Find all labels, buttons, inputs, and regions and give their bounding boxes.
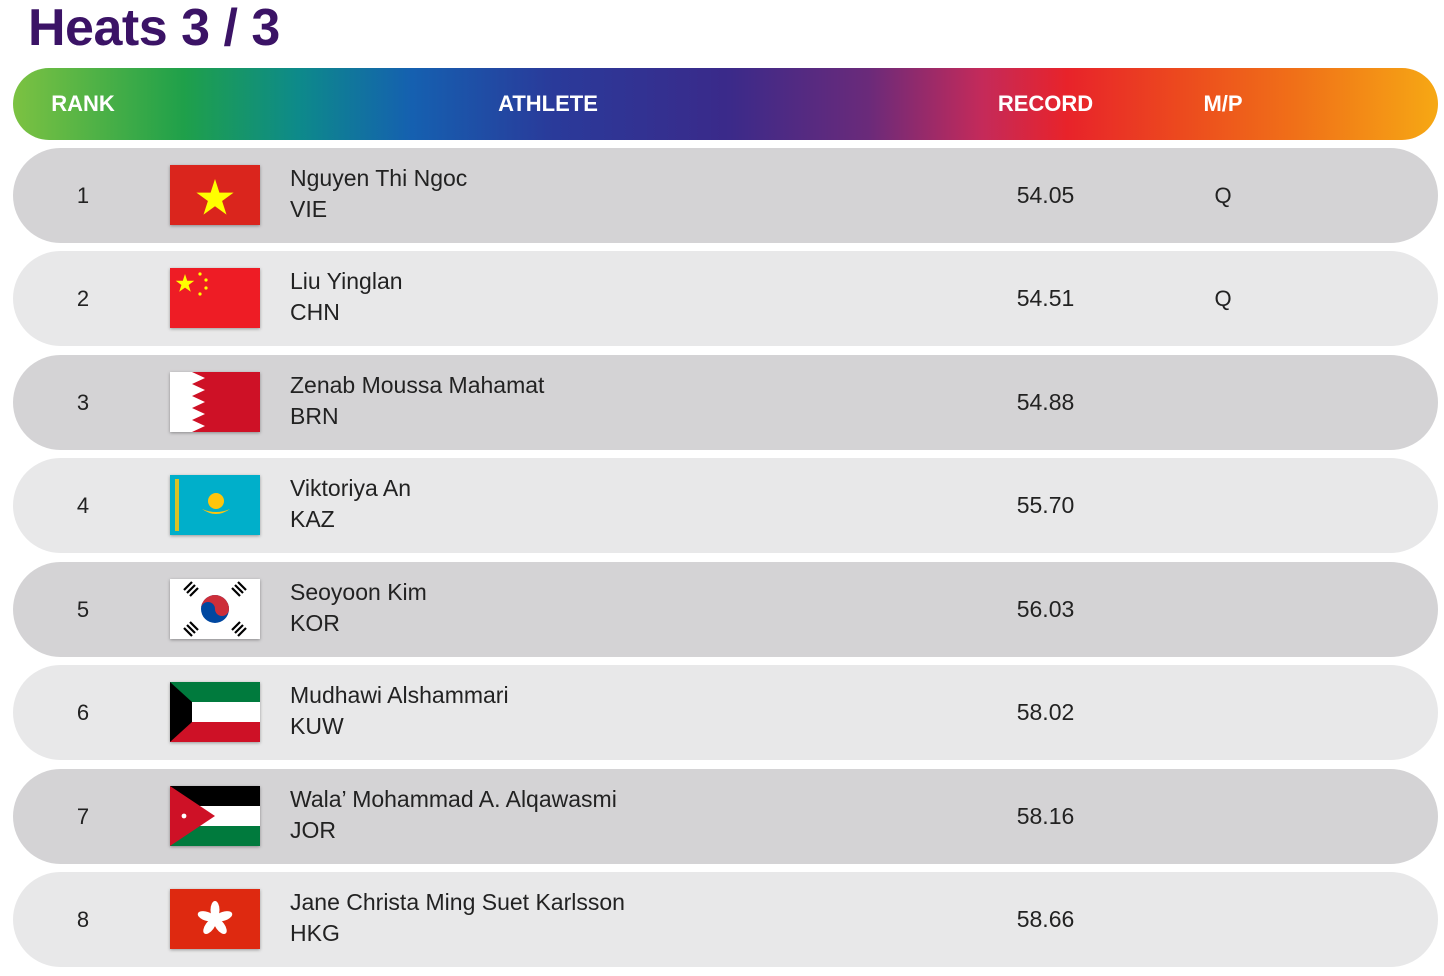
record-cell: 58.66 xyxy=(1016,906,1075,932)
table-row[interactable]: 2 Liu Yinglan CHN 54.51 Q xyxy=(13,251,1438,346)
china-flag-icon xyxy=(170,268,260,328)
athlete-name: Zenab Moussa Mahamat xyxy=(290,372,545,398)
rank-cell: 1 xyxy=(76,183,90,208)
mp-cell xyxy=(1173,355,1273,450)
country-code: VIE xyxy=(290,196,328,222)
athlete-name: Nguyen Thi Ngoc xyxy=(290,165,468,191)
athlete-name: Liu Yinglan xyxy=(290,268,403,294)
rank-cell: 7 xyxy=(76,804,90,829)
record-cell: 56.03 xyxy=(1016,596,1075,622)
jordan-flag-icon xyxy=(170,786,260,846)
column-header-athlete: ATHLETE xyxy=(498,91,598,116)
table-row[interactable]: 5 Seoyoon Kim KOR 56.03 xyxy=(13,562,1438,657)
page-title: Heats 3 / 3 xyxy=(28,0,280,57)
vietnam-flag-icon xyxy=(170,165,260,225)
results-table-header: RANK ATHLETE RECORD M/P xyxy=(13,68,1438,140)
hong-kong-flag-icon xyxy=(170,889,260,949)
column-header-rank: RANK xyxy=(51,91,115,116)
table-row[interactable]: 6 Mudhawi Alshammari KUW 58.02 xyxy=(13,665,1438,760)
record-cell: 54.05 xyxy=(1016,182,1075,208)
rank-cell: 8 xyxy=(76,907,90,932)
kazakhstan-flag-icon xyxy=(170,475,260,535)
table-row[interactable]: 1 Nguyen Thi Ngoc VIE 54.05 Q xyxy=(13,148,1438,243)
mp-cell xyxy=(1173,872,1273,967)
table-row[interactable]: 4 Viktoriya An KAZ 55.70 xyxy=(13,458,1438,553)
column-header-mp: M/P xyxy=(1203,91,1243,116)
record-cell: 58.02 xyxy=(1016,699,1075,725)
rank-cell: 6 xyxy=(76,700,90,725)
column-header-record: RECORD xyxy=(997,91,1094,116)
rank-cell: 2 xyxy=(76,286,90,311)
mp-cell xyxy=(1173,769,1273,864)
country-code: JOR xyxy=(290,817,336,843)
mp-cell xyxy=(1173,458,1273,553)
record-cell: 58.16 xyxy=(1016,803,1075,829)
athlete-name: Mudhawi Alshammari xyxy=(290,682,509,708)
athlete-name: Viktoriya An xyxy=(290,475,412,501)
rank-cell: 4 xyxy=(76,493,90,518)
rank-cell: 5 xyxy=(76,597,90,622)
athlete-name: Seoyoon Kim xyxy=(290,579,427,605)
country-code: CHN xyxy=(290,299,340,325)
record-cell: 54.88 xyxy=(1016,389,1075,415)
korea-flag-icon xyxy=(170,579,260,639)
mp-cell: Q xyxy=(1214,286,1232,311)
table-row[interactable]: 7 Wala’ Mohammad A. Alqawasmi JOR 58.16 xyxy=(13,769,1438,864)
mp-cell xyxy=(1173,665,1273,760)
table-row[interactable]: 8 Jane Christa Ming Suet Karlsson HKG 58… xyxy=(13,872,1438,967)
record-cell: 54.51 xyxy=(1016,285,1075,311)
country-code: KUW xyxy=(290,713,344,739)
country-code: HKG xyxy=(290,920,340,946)
athlete-name: Jane Christa Ming Suet Karlsson xyxy=(290,889,625,915)
bahrain-flag-icon xyxy=(170,372,260,432)
rank-cell: 3 xyxy=(76,390,90,415)
mp-cell xyxy=(1173,562,1273,657)
mp-cell: Q xyxy=(1214,183,1232,208)
athlete-name: Wala’ Mohammad A. Alqawasmi xyxy=(290,786,617,812)
country-code: BRN xyxy=(290,403,339,429)
kuwait-flag-icon xyxy=(170,682,260,742)
table-row[interactable]: 3 Zenab Moussa Mahamat BRN 54.88 xyxy=(13,355,1438,450)
record-cell: 55.70 xyxy=(1016,492,1075,518)
country-code: KAZ xyxy=(290,506,335,532)
country-code: KOR xyxy=(290,610,340,636)
